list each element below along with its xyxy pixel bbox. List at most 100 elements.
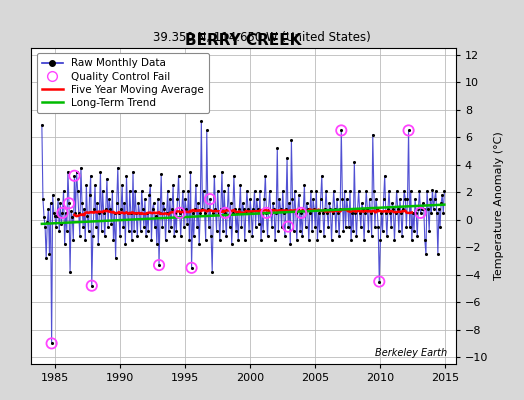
Point <box>430 196 439 202</box>
Point <box>234 237 243 244</box>
Point <box>284 224 292 230</box>
Point <box>77 164 85 171</box>
Point <box>135 210 144 216</box>
Point <box>283 155 291 161</box>
Point <box>279 188 287 194</box>
Point <box>401 196 410 202</box>
Point <box>373 206 381 212</box>
Point <box>209 210 217 216</box>
Point <box>250 188 259 194</box>
Point <box>405 127 413 134</box>
Point <box>285 200 293 206</box>
Point <box>61 210 70 216</box>
Point <box>440 188 449 194</box>
Point <box>245 228 253 234</box>
Point <box>385 188 393 194</box>
Point <box>333 196 341 202</box>
Point <box>407 188 415 194</box>
Point <box>116 233 124 240</box>
Point <box>269 200 277 206</box>
Point <box>218 168 226 175</box>
Point <box>123 210 132 216</box>
Point <box>421 237 429 244</box>
Point <box>414 206 422 212</box>
Point <box>205 224 213 230</box>
Point <box>360 237 368 244</box>
Point <box>70 172 79 179</box>
Point <box>282 206 290 212</box>
Point <box>174 172 183 179</box>
Point <box>399 206 407 212</box>
Point <box>57 221 66 227</box>
Point <box>274 228 282 234</box>
Point <box>425 228 433 234</box>
Point <box>191 206 199 212</box>
Point <box>223 206 232 212</box>
Point <box>179 188 187 194</box>
Point <box>65 200 73 206</box>
Point <box>41 224 49 230</box>
Point <box>59 188 68 194</box>
Point <box>134 200 143 206</box>
Point <box>379 196 388 202</box>
Title: BERRY CREEK: BERRY CREEK <box>185 33 302 48</box>
Point <box>204 206 212 212</box>
Point <box>346 188 354 194</box>
Point <box>101 233 109 240</box>
Point <box>42 255 50 262</box>
Point <box>297 210 305 216</box>
Point <box>161 237 170 244</box>
Point <box>344 206 352 212</box>
Point <box>361 210 369 216</box>
Point <box>150 224 159 230</box>
Point <box>117 206 125 212</box>
Point <box>202 237 210 244</box>
Point <box>412 210 420 216</box>
Point <box>398 233 406 240</box>
Point <box>334 210 342 216</box>
Point <box>143 210 151 216</box>
Point <box>110 237 118 244</box>
Point <box>301 224 310 230</box>
Point <box>80 206 89 212</box>
Point <box>364 228 373 234</box>
Point <box>410 228 418 234</box>
Point <box>375 278 384 285</box>
Point <box>70 172 79 179</box>
Point <box>249 206 258 212</box>
Point <box>120 200 128 206</box>
Point <box>342 224 350 230</box>
Point <box>132 210 140 216</box>
Point <box>264 233 272 240</box>
Point <box>192 182 200 188</box>
Point <box>81 237 90 244</box>
Point <box>422 251 430 257</box>
Point <box>131 188 139 194</box>
Point <box>196 210 204 216</box>
Point <box>337 127 345 134</box>
Point <box>58 210 67 216</box>
Point <box>303 206 312 212</box>
Point <box>137 188 146 194</box>
Point <box>154 196 162 202</box>
Point <box>345 224 353 230</box>
Point <box>254 206 262 212</box>
Point <box>295 192 303 198</box>
Point <box>184 188 192 194</box>
Point <box>354 188 363 194</box>
Point <box>185 237 193 244</box>
Point <box>310 206 319 212</box>
Point <box>394 206 402 212</box>
Point <box>369 188 378 194</box>
Point <box>214 210 223 216</box>
Point <box>88 282 96 289</box>
Point <box>208 269 216 275</box>
Point <box>62 228 71 234</box>
Point <box>197 118 205 124</box>
Point <box>133 233 141 240</box>
Point <box>258 210 266 216</box>
Point <box>49 192 57 198</box>
Point <box>43 219 51 226</box>
Point <box>335 233 343 240</box>
Point <box>39 196 47 202</box>
